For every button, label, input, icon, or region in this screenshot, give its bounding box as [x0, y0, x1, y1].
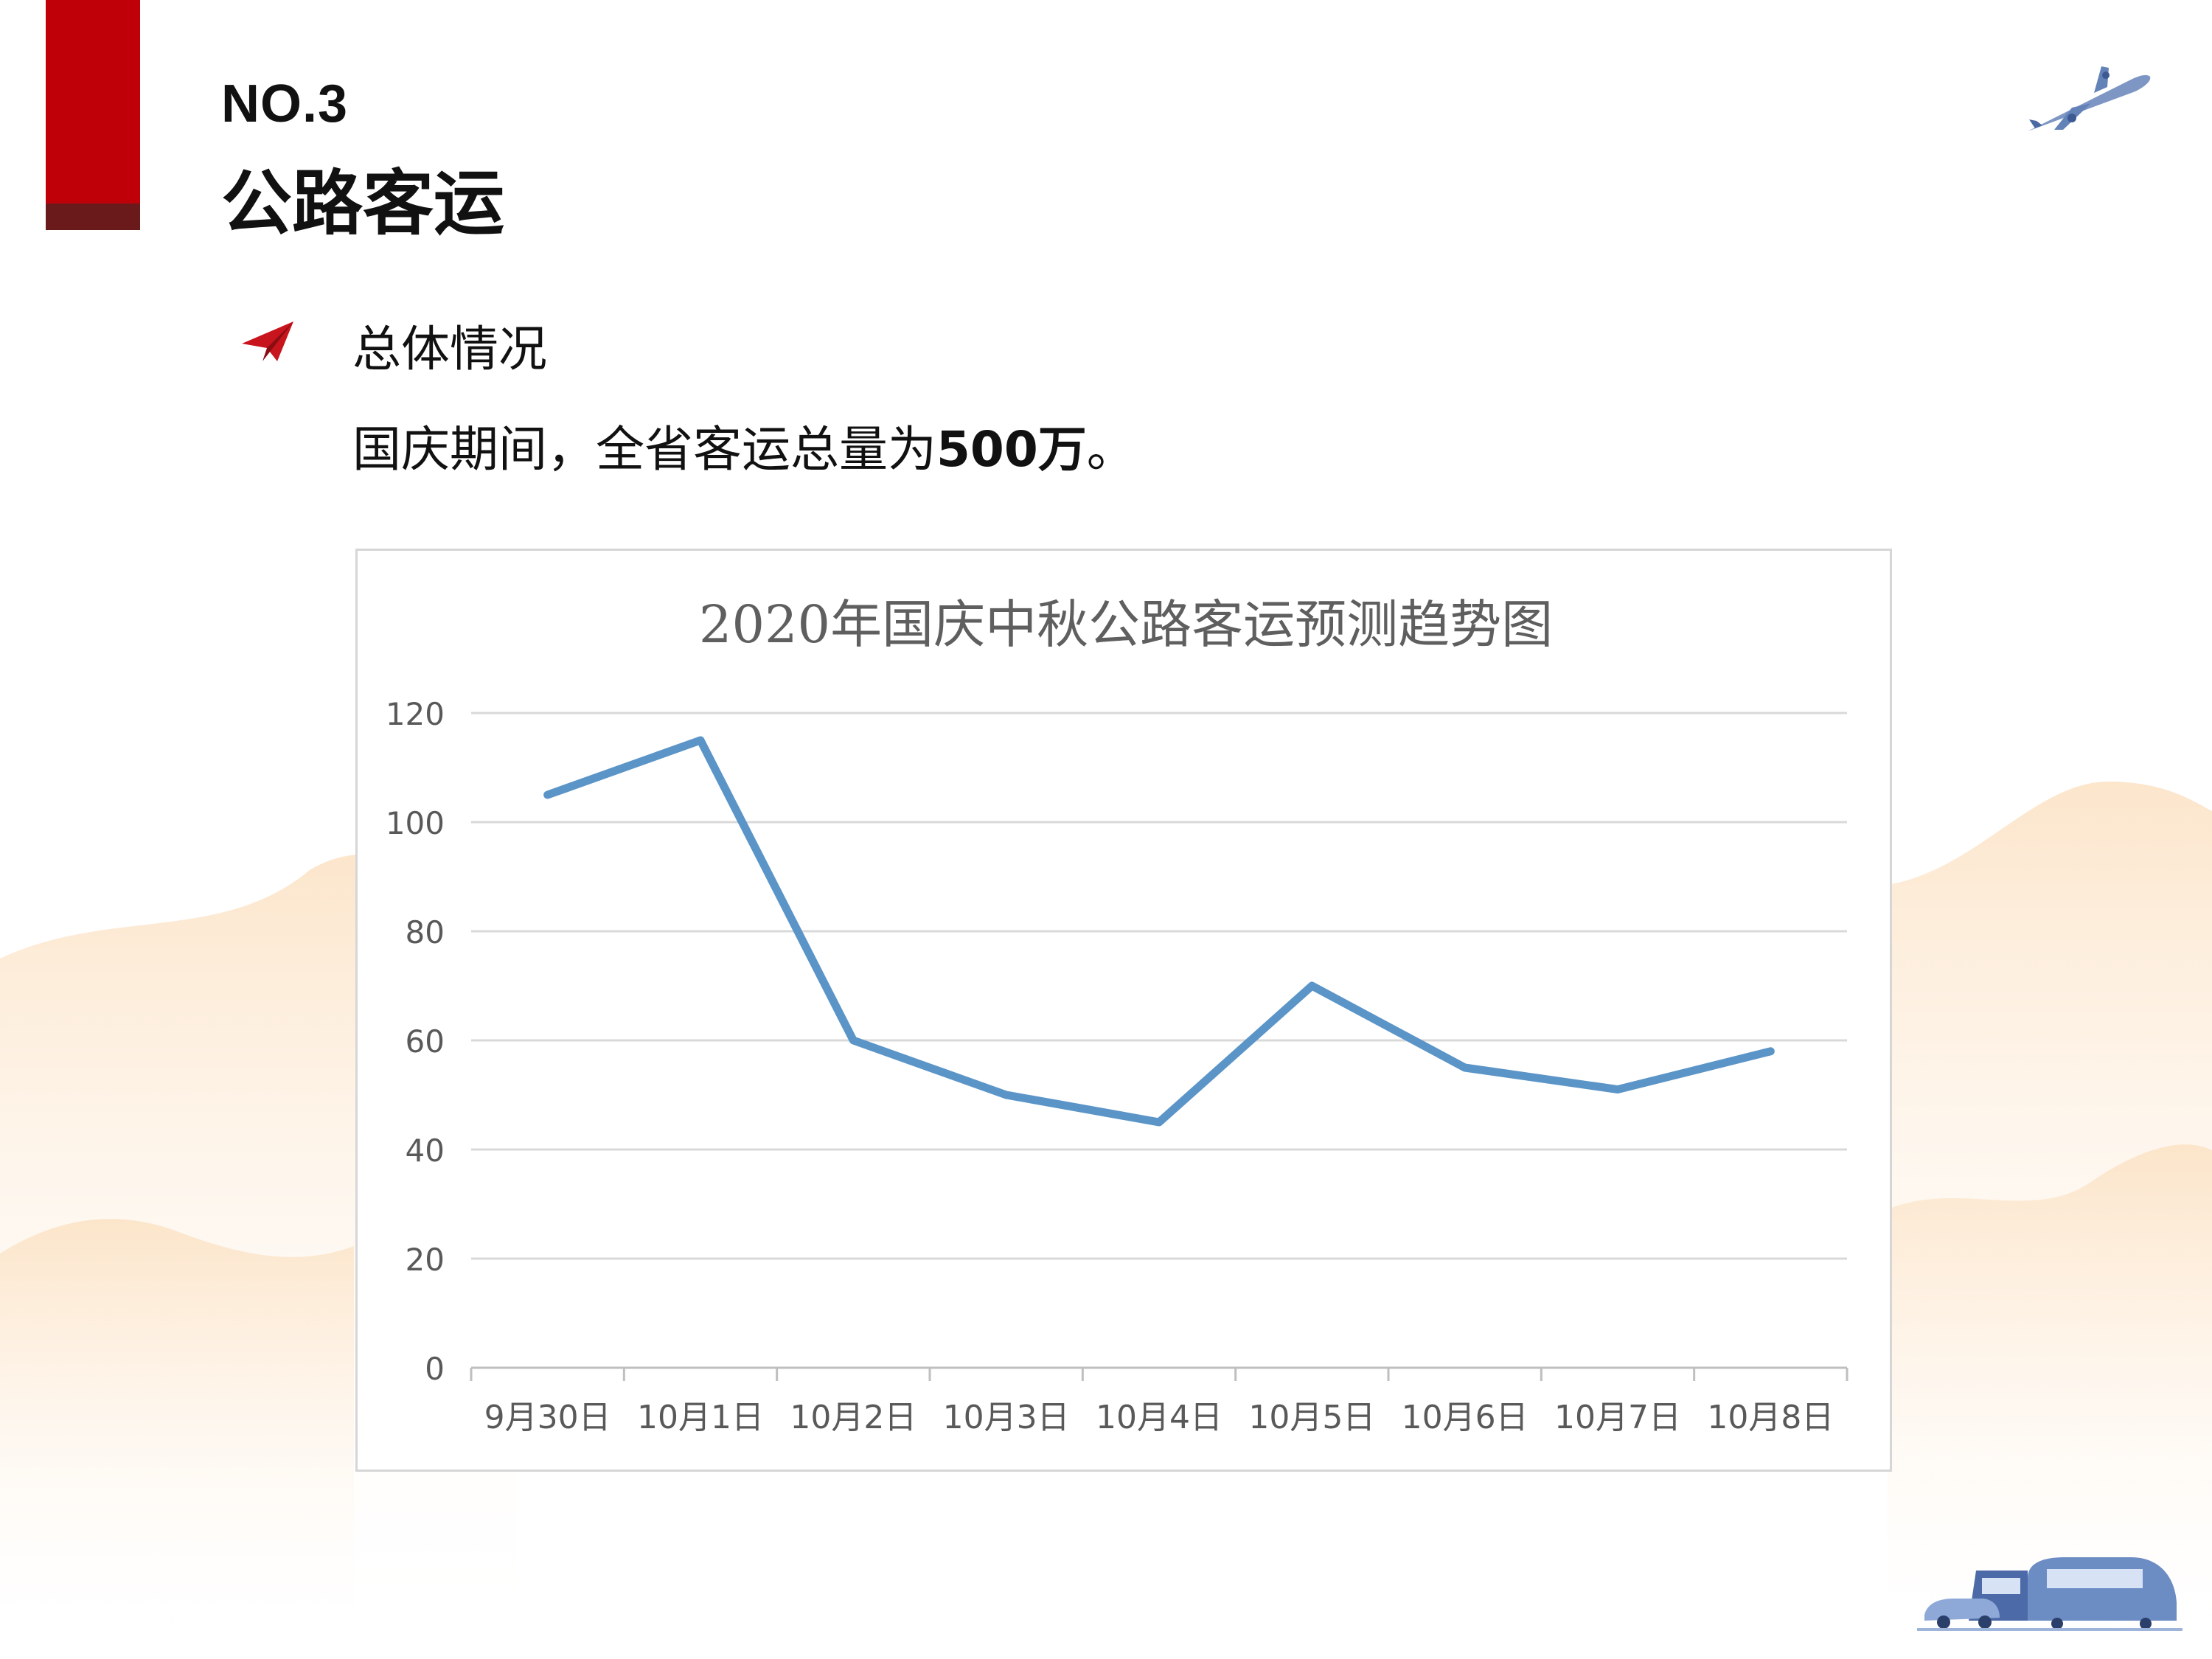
line-chart: 0 20 40 60 80 100 120 9月30日 10月1日 10月2日 10月3日 10月4日…: [386, 696, 1848, 1436]
chart-title: 2020年国庆中秋公路客运预测趋势图: [698, 594, 1554, 655]
chart-frame: 2020年国庆中秋公路客运预测趋势图 0 20 40 60 80 100 120 9月30日 1…: [355, 549, 1892, 1472]
paper-plane-icon: [242, 321, 293, 361]
x-tick-label: 10月5日: [1248, 1399, 1375, 1436]
x-tick-label: 10月7日: [1554, 1399, 1681, 1436]
page-title: 公路客运: [221, 162, 504, 245]
x-tick-label: 10月1日: [637, 1399, 764, 1436]
data-point: [1767, 1047, 1775, 1055]
y-tick-label: 20: [406, 1242, 445, 1278]
airplane-icon: [2028, 66, 2151, 131]
data-point: [1614, 1085, 1621, 1093]
data-point: [849, 1037, 858, 1044]
data-point: [697, 737, 704, 744]
section-heading: 总体情况: [352, 321, 547, 378]
accent-bar-shadow: [46, 204, 140, 230]
accent-bar: [46, 0, 140, 230]
summary-prefix: 国庆期间，全省客运总量为: [352, 421, 936, 478]
section-number: NO.3: [221, 74, 349, 133]
y-tick-label: 120: [386, 696, 445, 732]
data-point: [1308, 982, 1316, 990]
y-tick-label: 100: [386, 805, 445, 841]
x-tick-label: 9月30日: [484, 1399, 611, 1436]
x-tick-label: 10月2日: [790, 1399, 917, 1436]
summary-value: 500万: [936, 421, 1087, 478]
data-point: [1461, 1064, 1469, 1071]
data-point: [543, 791, 552, 799]
x-tick-label: 10月6日: [1402, 1399, 1528, 1436]
y-tick-label: 80: [406, 914, 445, 950]
y-tick-label: 0: [425, 1351, 445, 1387]
vehicles-icon: [1917, 1557, 2183, 1631]
data-point: [1002, 1091, 1010, 1099]
summary-suffix: 。: [1086, 421, 1135, 478]
x-tick-label: 10月4日: [1096, 1399, 1222, 1436]
x-tick-label: 10月8日: [1707, 1399, 1834, 1436]
y-tick-label: 40: [406, 1133, 445, 1169]
x-tick-label: 10月3日: [943, 1399, 1070, 1436]
summary-text: 国庆期间，全省客运总量为500万。: [352, 410, 1135, 481]
data-point: [1155, 1119, 1163, 1126]
y-tick-label: 60: [406, 1023, 445, 1060]
